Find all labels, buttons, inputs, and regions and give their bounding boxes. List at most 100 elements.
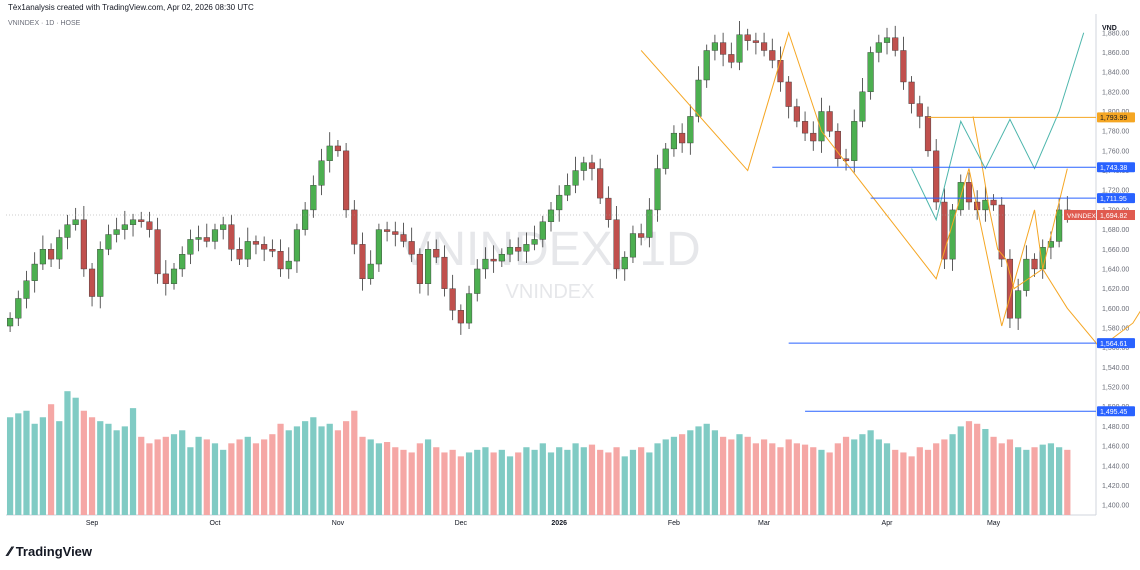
- candle-body: [810, 132, 817, 142]
- volume-bar: [908, 456, 915, 515]
- volume-bar: [539, 443, 546, 515]
- candle-body: [908, 81, 915, 104]
- volume-bar: [39, 417, 46, 515]
- volume-bar: [613, 447, 620, 515]
- x-tick-label: Dec: [455, 520, 468, 527]
- volume-bar: [662, 439, 669, 515]
- volume-bar: [638, 447, 645, 515]
- candle-body: [924, 116, 932, 152]
- volume-bar: [433, 447, 440, 515]
- candle-body: [793, 106, 800, 122]
- candle-body: [498, 253, 505, 262]
- price-level-label: 1,711.95: [1100, 196, 1127, 203]
- price-level-tag: [1097, 112, 1135, 123]
- volume-bar: [883, 443, 891, 515]
- volume-bar: [187, 447, 194, 515]
- volume-bar: [916, 447, 923, 515]
- volume-bar: [129, 408, 137, 515]
- candle-body: [359, 244, 366, 280]
- candle-body: [605, 197, 612, 220]
- tradingview-logo[interactable]: ⁄⁄ TradingView: [8, 542, 92, 560]
- candle-body: [449, 288, 456, 311]
- candle-body: [334, 145, 341, 152]
- volume-bar: [449, 449, 456, 515]
- volume-bar: [834, 443, 841, 515]
- volume-bar: [933, 443, 940, 515]
- chart-header-credit: Tèx1analysis created with TradingView.co…: [8, 3, 254, 12]
- candle-body: [916, 103, 923, 117]
- volume-bar: [556, 447, 563, 515]
- last-price-name-tag: [1064, 210, 1096, 221]
- volume-bar: [670, 436, 678, 515]
- candle-body: [785, 81, 792, 107]
- volume-bar: [408, 452, 415, 515]
- volume-bar: [744, 436, 751, 515]
- volume-bar: [359, 436, 366, 515]
- volume-bar: [342, 421, 350, 515]
- candle-body: [523, 244, 530, 252]
- volume-bar: [203, 439, 210, 515]
- candle-body: [826, 111, 833, 132]
- volume-bar: [179, 430, 186, 515]
- volume-bar: [162, 436, 169, 515]
- candle-body: [990, 199, 997, 206]
- volume-bar: [580, 447, 587, 515]
- volume-bar: [383, 442, 391, 515]
- volume-bar: [1023, 449, 1030, 515]
- volume-bar: [588, 444, 596, 515]
- y-tick-label: 1,880.00: [1102, 30, 1129, 37]
- candle-body: [97, 249, 104, 297]
- volume-bar: [195, 436, 202, 515]
- candle-body: [597, 168, 604, 199]
- volume-bar: [457, 456, 464, 515]
- y-tick-label: 1,620.00: [1102, 286, 1129, 293]
- volume-bar: [154, 439, 161, 515]
- candle-body: [236, 249, 243, 260]
- candle-body: [564, 185, 571, 196]
- volume-bar: [1015, 447, 1022, 515]
- volume-bar: [679, 434, 686, 515]
- volume-bar: [900, 452, 907, 515]
- volume-bar: [498, 449, 505, 515]
- volume-bar: [810, 447, 817, 515]
- volume-bar: [293, 426, 301, 515]
- candle-body: [670, 132, 678, 150]
- candle-body: [48, 249, 55, 260]
- candle-body: [547, 209, 555, 222]
- candle-body: [687, 116, 694, 144]
- candle-body: [769, 50, 776, 61]
- volume-bar: [326, 423, 333, 515]
- volume-bar: [1031, 447, 1038, 515]
- volume-bar: [793, 443, 800, 515]
- price-level-label: 1,564.61: [1100, 341, 1127, 348]
- candle-body: [998, 204, 1005, 260]
- volume-bar: [47, 404, 55, 515]
- volume-bar: [146, 443, 153, 515]
- candle-body: [695, 79, 702, 117]
- candle-body: [1023, 258, 1030, 291]
- volume-bar: [318, 426, 325, 515]
- y-tick-label: 1,680.00: [1102, 227, 1129, 234]
- candle-body: [220, 224, 227, 230]
- price-chart[interactable]: 1,400.00 1,420.00 1,440.00 1,460.00 1,480.00…: [0, 0, 1140, 540]
- volume-bar: [1064, 449, 1071, 515]
- volume-bar: [392, 447, 399, 515]
- candle-body: [720, 42, 727, 55]
- candle-body: [761, 42, 768, 51]
- volume-bar: [711, 430, 719, 515]
- candle-body: [465, 293, 473, 324]
- y-tick-label: 1,460.00: [1102, 444, 1129, 451]
- price-level-label: 1,793.99: [1100, 115, 1127, 122]
- candle-body: [261, 244, 268, 250]
- volume-bar: [244, 436, 251, 515]
- candle-body: [818, 111, 825, 142]
- volume-bar: [777, 447, 784, 515]
- y-tick-label: 1,760.00: [1102, 148, 1129, 155]
- candle-body: [1015, 290, 1022, 319]
- last-price-name: VNINDEX: [1067, 213, 1097, 220]
- volume-bar: [924, 449, 932, 515]
- candle-body: [318, 160, 325, 186]
- volume-bar: [310, 417, 317, 515]
- candle-body: [457, 310, 464, 324]
- candle-body: [56, 237, 63, 260]
